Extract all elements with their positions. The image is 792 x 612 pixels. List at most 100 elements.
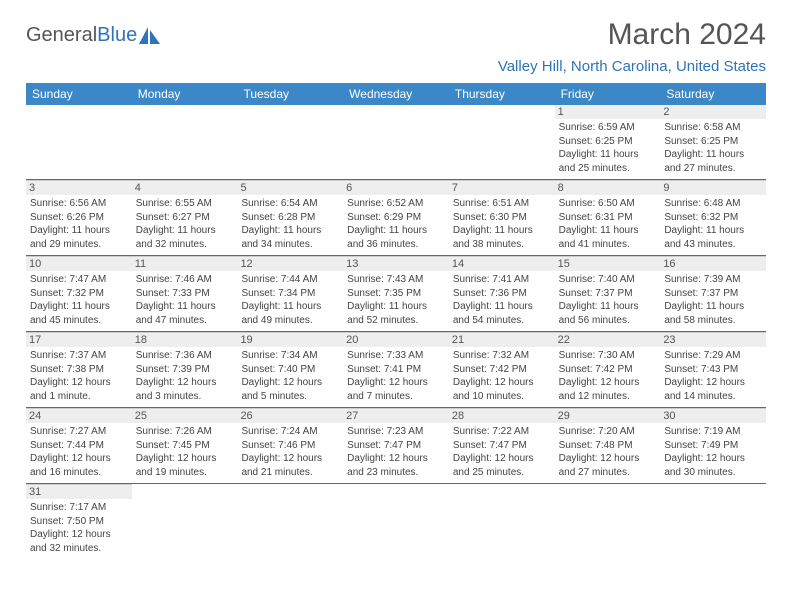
day-info: Sunrise: 6:52 AMSunset: 6:29 PMDaylight:…: [347, 197, 445, 251]
week-row: 24 Sunrise: 7:27 AMSunset: 7:44 PMDayligh…: [26, 408, 766, 484]
day-number: 23: [660, 333, 766, 347]
day-number: 6: [343, 181, 449, 195]
day-cell: 23 Sunrise: 7:29 AMSunset: 7:43 PMDayligh…: [660, 332, 766, 407]
day-cell: 27Sunrise: 7:23 AMSunset: 7:47 PMDayligh…: [343, 408, 449, 483]
day-info: Sunrise: 6:55 AMSunset: 6:27 PMDaylight:…: [136, 197, 234, 251]
day-info: Sunrise: 7:46 AMSunset: 7:33 PMDaylight:…: [136, 273, 234, 327]
day-cell: 8 Sunrise: 6:50 AMSunset: 6:31 PMDaylight…: [555, 180, 661, 255]
day-number: 29: [555, 409, 661, 423]
day-number: 15: [555, 257, 661, 271]
day-cell: 4Sunrise: 6:55 AMSunset: 6:27 PMDaylight…: [132, 180, 238, 255]
day-number: 22: [555, 333, 661, 347]
day-cell: 19 Sunrise: 7:34 AMSunset: 7:40 PMDayligh…: [237, 332, 343, 407]
day-of-week-cell: Thursday: [449, 83, 555, 105]
day-cell: 24 Sunrise: 7:27 AMSunset: 7:44 PMDayligh…: [26, 408, 132, 483]
day-info: Sunrise: 7:26 AMSunset: 7:45 PMDaylight:…: [136, 425, 234, 479]
day-number: 19: [237, 333, 343, 347]
day-of-week-cell: Tuesday: [237, 83, 343, 105]
day-info: Sunrise: 7:36 AMSunset: 7:39 PMDaylight:…: [136, 349, 234, 403]
day-info: Sunrise: 7:37 AMSunset: 7:38 PMDaylight:…: [30, 349, 128, 403]
day-cell: 9Sunrise: 6:48 AMSunset: 6:32 PMDaylight…: [660, 180, 766, 255]
day-number: 26: [237, 409, 343, 423]
logo-text-2: Blue: [97, 24, 137, 47]
day-cell: 31 Sunrise: 7:17 AMSunset: 7:50 PMDayligh…: [26, 484, 132, 559]
day-info: Sunrise: 7:41 AMSunset: 7:36 PMDaylight:…: [453, 273, 551, 327]
day-number: 8: [555, 181, 661, 195]
day-cell: 29 Sunrise: 7:20 AMSunset: 7:48 PMDayligh…: [555, 408, 661, 483]
day-cell: 25Sunrise: 7:26 AMSunset: 7:45 PMDayligh…: [132, 408, 238, 483]
empty-day-cell: [237, 105, 343, 179]
day-info: Sunrise: 6:50 AMSunset: 6:31 PMDaylight:…: [559, 197, 657, 251]
day-of-week-cell: Wednesday: [343, 83, 449, 105]
day-cell: 16Sunrise: 7:39 AMSunset: 7:37 PMDayligh…: [660, 256, 766, 331]
day-number: 13: [343, 257, 449, 271]
day-info: Sunrise: 7:23 AMSunset: 7:47 PMDaylight:…: [347, 425, 445, 479]
day-cell: 20 Sunrise: 7:33 AMSunset: 7:41 PMDayligh…: [343, 332, 449, 407]
day-info: Sunrise: 7:22 AMSunset: 7:47 PMDaylight:…: [453, 425, 551, 479]
day-of-week-cell: Sunday: [26, 83, 132, 105]
day-info: Sunrise: 6:48 AMSunset: 6:32 PMDaylight:…: [664, 197, 762, 251]
day-cell: 7 Sunrise: 6:51 AMSunset: 6:30 PMDaylight…: [449, 180, 555, 255]
day-info: Sunrise: 7:30 AMSunset: 7:42 PMDaylight:…: [559, 349, 657, 403]
day-info: Sunrise: 7:43 AMSunset: 7:35 PMDaylight:…: [347, 273, 445, 327]
day-info: Sunrise: 6:59 AMSunset: 6:25 PMDaylight:…: [559, 121, 657, 175]
month-title: March 2024: [498, 18, 766, 52]
day-cell: 11Sunrise: 7:46 AMSunset: 7:33 PMDayligh…: [132, 256, 238, 331]
location-text: Valley Hill, North Carolina, United Stat…: [498, 58, 766, 75]
day-cell: 26Sunrise: 7:24 AMSunset: 7:46 PMDayligh…: [237, 408, 343, 483]
day-number: 12: [237, 257, 343, 271]
day-number: 21: [449, 333, 555, 347]
day-cell: 13 Sunrise: 7:43 AMSunset: 7:35 PMDayligh…: [343, 256, 449, 331]
day-number: 1: [555, 105, 661, 119]
day-cell: 15 Sunrise: 7:40 AMSunset: 7:37 PMDayligh…: [555, 256, 661, 331]
day-cell: 14 Sunrise: 7:41 AMSunset: 7:36 PMDayligh…: [449, 256, 555, 331]
day-cell: 21 Sunrise: 7:32 AMSunset: 7:42 PMDayligh…: [449, 332, 555, 407]
day-number: 18: [132, 333, 238, 347]
day-info: Sunrise: 7:32 AMSunset: 7:42 PMDaylight:…: [453, 349, 551, 403]
day-cell: 22 Sunrise: 7:30 AMSunset: 7:42 PMDayligh…: [555, 332, 661, 407]
day-number: 2: [660, 105, 766, 119]
day-cell: 3Sunrise: 6:56 AMSunset: 6:26 PMDaylight…: [26, 180, 132, 255]
empty-day-cell: [132, 105, 238, 179]
day-info: Sunrise: 7:20 AMSunset: 7:48 PMDaylight:…: [559, 425, 657, 479]
day-info: Sunrise: 7:27 AMSunset: 7:44 PMDaylight:…: [30, 425, 128, 479]
day-info: Sunrise: 7:17 AMSunset: 7:50 PMDaylight:…: [30, 501, 128, 555]
week-row: 10Sunrise: 7:47 AMSunset: 7:32 PMDayligh…: [26, 256, 766, 332]
empty-day-cell: [449, 105, 555, 179]
logo-sail-icon: [139, 27, 161, 45]
day-cell: 6 Sunrise: 6:52 AMSunset: 6:29 PMDaylight…: [343, 180, 449, 255]
empty-day-cell: [132, 484, 238, 559]
day-info: Sunrise: 7:39 AMSunset: 7:37 PMDaylight:…: [664, 273, 762, 327]
empty-day-cell: [26, 105, 132, 179]
day-cell: 1 Sunrise: 6:59 AMSunset: 6:25 PMDaylight…: [555, 105, 661, 179]
day-info: Sunrise: 6:51 AMSunset: 6:30 PMDaylight:…: [453, 197, 551, 251]
title-block: March 2024 Valley Hill, North Carolina, …: [498, 18, 766, 75]
day-info: Sunrise: 6:54 AMSunset: 6:28 PMDaylight:…: [241, 197, 339, 251]
day-cell: 30 Sunrise: 7:19 AMSunset: 7:49 PMDayligh…: [660, 408, 766, 483]
week-row: 31 Sunrise: 7:17 AMSunset: 7:50 PMDayligh…: [26, 484, 766, 559]
week-row: 1 Sunrise: 6:59 AMSunset: 6:25 PMDaylight…: [26, 105, 766, 180]
day-number: 24: [26, 409, 132, 423]
weeks-container: 1 Sunrise: 6:59 AMSunset: 6:25 PMDaylight…: [26, 105, 766, 559]
day-number: 3: [26, 181, 132, 195]
day-info: Sunrise: 6:58 AMSunset: 6:25 PMDaylight:…: [664, 121, 762, 175]
day-number: 14: [449, 257, 555, 271]
day-info: Sunrise: 7:34 AMSunset: 7:40 PMDaylight:…: [241, 349, 339, 403]
week-row: 3Sunrise: 6:56 AMSunset: 6:26 PMDaylight…: [26, 180, 766, 256]
day-number: 28: [449, 409, 555, 423]
day-info: Sunrise: 7:29 AMSunset: 7:43 PMDaylight:…: [664, 349, 762, 403]
day-info: Sunrise: 7:33 AMSunset: 7:41 PMDaylight:…: [347, 349, 445, 403]
day-number: 30: [660, 409, 766, 423]
day-number: 31: [26, 485, 132, 499]
calendar: SundayMondayTuesdayWednesdayThursdayFrid…: [26, 83, 766, 559]
day-info: Sunrise: 7:40 AMSunset: 7:37 PMDaylight:…: [559, 273, 657, 327]
day-cell: 17Sunrise: 7:37 AMSunset: 7:38 PMDayligh…: [26, 332, 132, 407]
day-of-week-cell: Saturday: [660, 83, 766, 105]
empty-day-cell: [449, 484, 555, 559]
day-number: 20: [343, 333, 449, 347]
day-cell: 5 Sunrise: 6:54 AMSunset: 6:28 PMDaylight…: [237, 180, 343, 255]
day-number: 5: [237, 181, 343, 195]
day-number: 7: [449, 181, 555, 195]
day-info: Sunrise: 7:19 AMSunset: 7:49 PMDaylight:…: [664, 425, 762, 479]
empty-day-cell: [237, 484, 343, 559]
